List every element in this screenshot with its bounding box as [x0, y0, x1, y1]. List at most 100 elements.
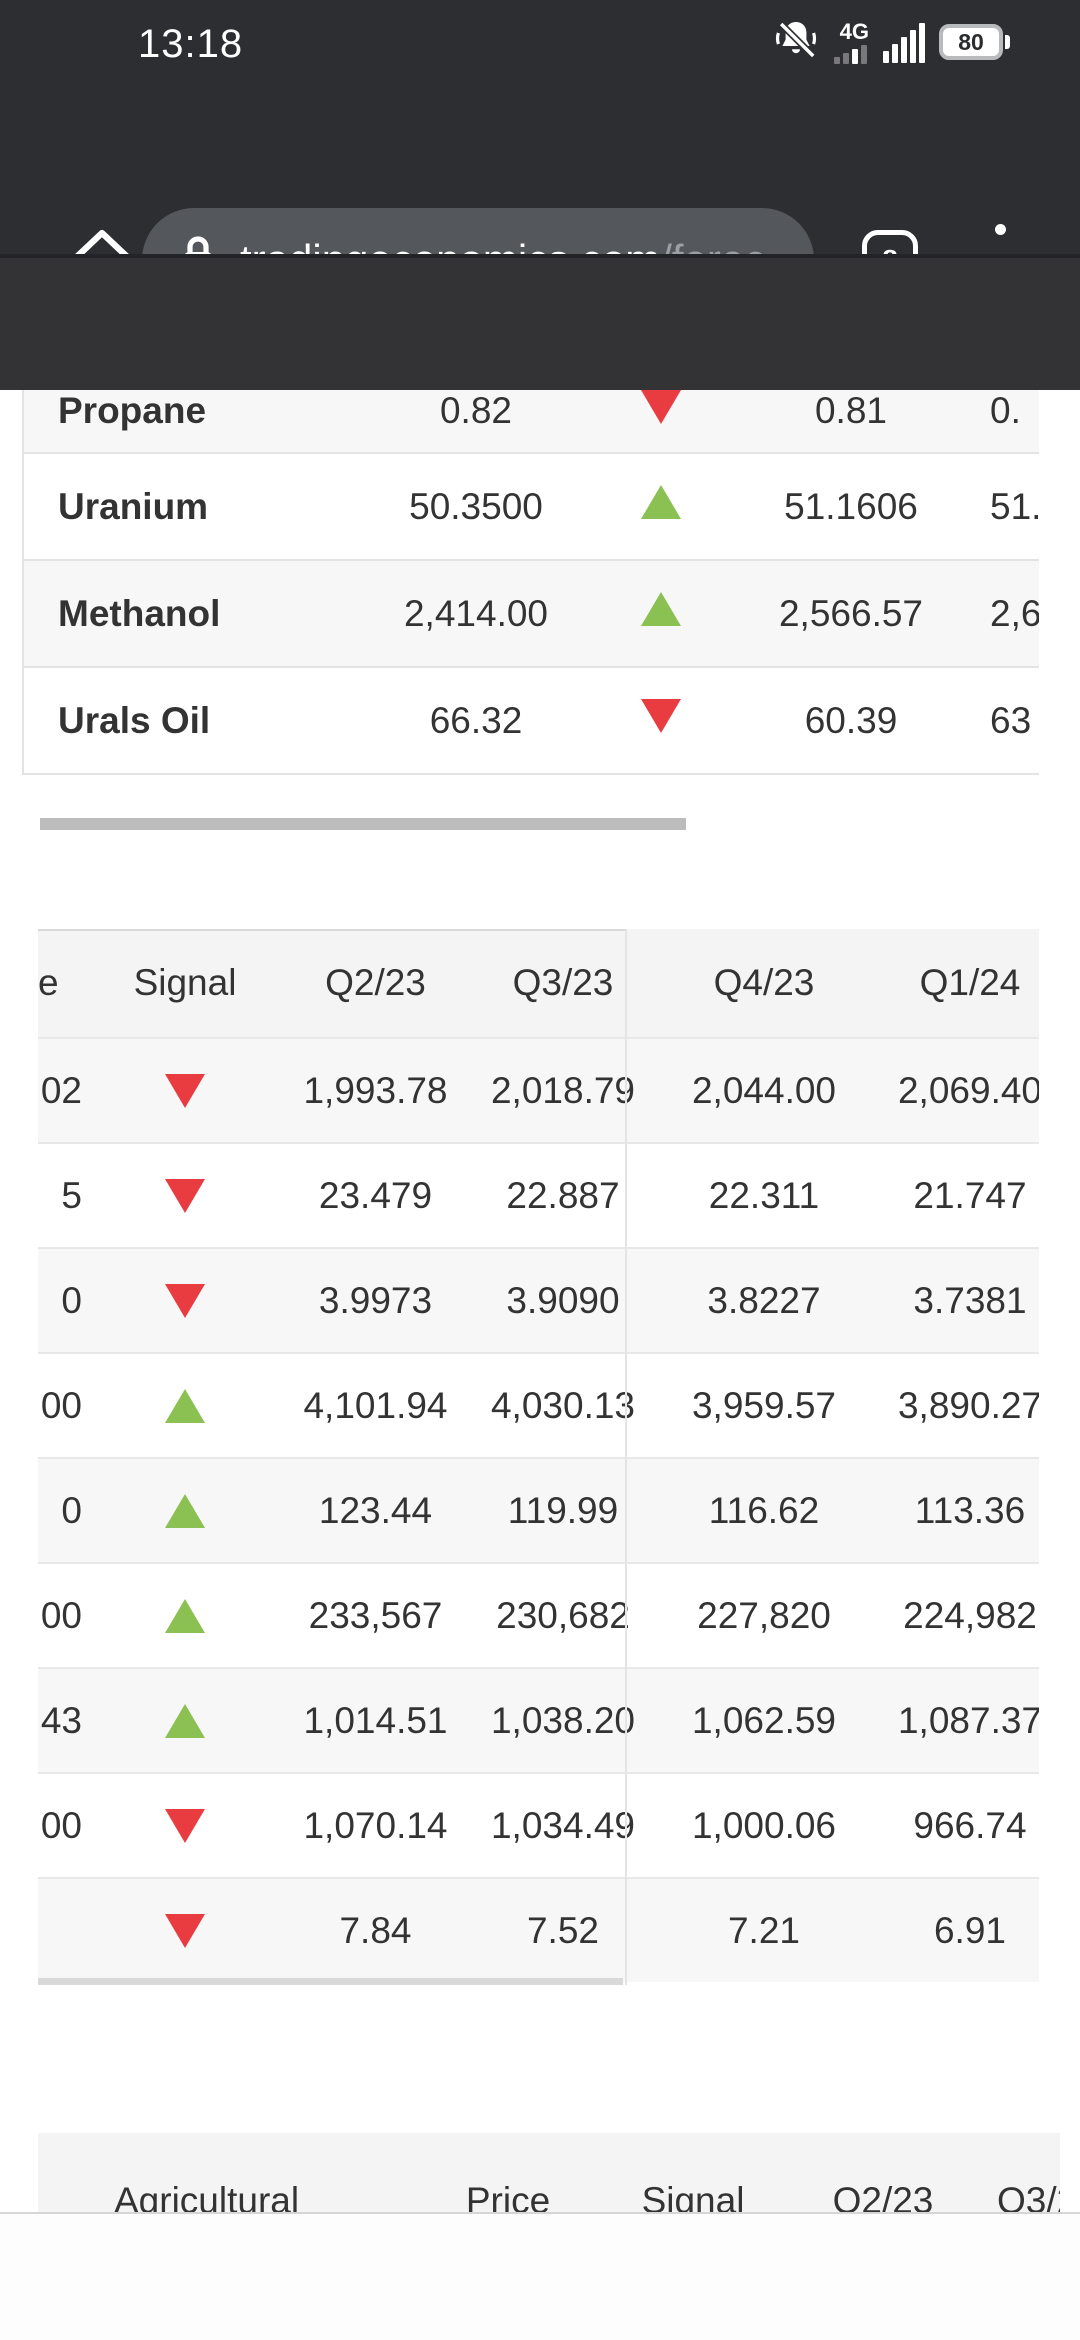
signal-cell	[82, 1178, 288, 1213]
q3-cell: 1,034.49	[490, 1804, 636, 1846]
status-icons: 4G 80	[772, 0, 1010, 84]
q2-cell: 233,567	[308, 1594, 443, 1636]
q3-cell: 1,038.20	[490, 1699, 636, 1741]
signal-cell	[82, 1703, 288, 1738]
battery-icon: 80	[939, 24, 1010, 60]
forecast-row[interactable]: 00 4,101.94 4,030.13 3,959.57 3,890.27	[38, 1352, 1039, 1457]
table-row-propane[interactable]: Propane 0.82 0.81 0.	[24, 390, 1039, 452]
price-cell: 0.82	[439, 390, 512, 431]
q3-23-header: Q3/23	[512, 962, 614, 1003]
signal-cell	[82, 1388, 288, 1423]
forecast-header-row: e Signal Q2/23 Q3/23 Q4/23 Q1/24	[38, 929, 1039, 1037]
status-time: 13:18	[138, 22, 244, 66]
forecast-row[interactable]: 7.84 7.52 7.21 6.91	[38, 1877, 1039, 1982]
commodity-name[interactable]: Propane	[58, 390, 207, 431]
signal-arrow-icon	[641, 390, 681, 424]
forecast-row[interactable]: 00 233,567 230,682 227,820 224,982	[38, 1562, 1039, 1667]
signal-arrow-icon	[641, 592, 681, 626]
q3-cell: 3.9090	[506, 1279, 620, 1321]
price-cell: 66.32	[429, 699, 523, 741]
q4-cell: 3,959.57	[691, 1384, 837, 1426]
site-header: TRADING ECONOMICS	[0, 258, 1080, 628]
price-cell-clipped: 02	[40, 1069, 82, 1111]
price-header-clipped: e	[38, 962, 59, 1003]
q4-cell: 1,000.06	[691, 1804, 837, 1846]
android-nav-bar	[0, 2212, 1080, 2340]
q2-cell: 123.44	[318, 1489, 433, 1531]
q2-23-header: Q2/23	[325, 962, 426, 1003]
q4-cell: 22.311	[708, 1174, 820, 1216]
horizontal-scrollbar[interactable]	[38, 1978, 623, 1985]
toolbar-divider	[0, 254, 1080, 258]
forecast-cell: 60.39	[804, 699, 898, 741]
clipped-cell: 63	[990, 699, 1032, 741]
signal-cell	[82, 1073, 288, 1108]
q2-cell: 1,993.78	[303, 1069, 448, 1111]
q1-cell: 2,069.40	[897, 1069, 1039, 1111]
q1-24-header: Q1/24	[919, 962, 1021, 1003]
signal-cell	[82, 1283, 288, 1318]
signal-arrow-icon	[165, 1178, 205, 1213]
table-row-uranium[interactable]: Uranium 50.3500 51.1606 51.9	[24, 452, 1039, 559]
price-cell-clipped: 5	[61, 1174, 82, 1216]
battery-level: 80	[958, 28, 984, 55]
table-row-urals-oil[interactable]: Urals Oil 66.32 60.39 63	[24, 666, 1039, 773]
sim2-signal-icon	[883, 23, 925, 63]
q3-cell: 4,030.13	[490, 1384, 636, 1426]
forecast-row[interactable]: 43 1,014.51 1,038.20 1,062.59 1,087.37	[38, 1667, 1039, 1772]
forecast-row[interactable]: 5 23.479 22.887 22.311 21.747	[38, 1142, 1039, 1247]
signal-cell	[82, 1493, 288, 1528]
forecast-row[interactable]: 0 3.9973 3.9090 3.8227 3.7381	[38, 1247, 1039, 1352]
q4-cell: 227,820	[697, 1594, 831, 1636]
commodity-name[interactable]: Methanol	[58, 592, 221, 634]
q1-cell: 6.91	[933, 1909, 1006, 1951]
signal-cell	[82, 1808, 288, 1843]
q2-cell: 1,070.14	[303, 1804, 448, 1846]
signal-arrow-icon	[641, 485, 681, 519]
q1-cell: 224,982	[903, 1594, 1037, 1636]
signal-cell	[82, 1598, 288, 1633]
commodity-name[interactable]: Uranium	[58, 485, 209, 527]
signal-cell	[594, 699, 728, 742]
q1-cell: 113.36	[914, 1489, 1026, 1531]
forecast-cell: 2,566.57	[778, 592, 924, 634]
q2-cell: 4,101.94	[303, 1384, 448, 1426]
commodity-name[interactable]: Urals Oil	[58, 699, 211, 741]
price-cell-clipped: 00	[40, 1804, 82, 1846]
q1-cell: 21.747	[913, 1174, 1027, 1216]
q1-cell: 966.74	[913, 1804, 1027, 1846]
signal-arrow-icon	[641, 699, 681, 733]
q2-cell: 3.9973	[318, 1279, 433, 1321]
q1-cell: 3,890.27	[897, 1384, 1039, 1426]
q1-cell: 1,087.37	[897, 1699, 1039, 1741]
table-row-methanol[interactable]: Methanol 2,414.00 2,566.57 2,61	[24, 559, 1039, 666]
q2-cell: 7.84	[339, 1909, 412, 1951]
horizontal-scrollbar[interactable]	[40, 818, 686, 830]
signal-arrow-icon	[165, 1073, 205, 1108]
forecast-row[interactable]: 0 123.44 119.99 116.62 113.36	[38, 1457, 1039, 1562]
price-cell-clipped: 0	[61, 1279, 82, 1321]
q4-23-header: Q4/23	[713, 962, 815, 1003]
signal-cell	[594, 485, 728, 528]
q3-cell: 230,682	[496, 1594, 630, 1636]
signal-arrow-icon	[165, 1913, 205, 1948]
q4-cell: 116.62	[708, 1489, 820, 1531]
signal-arrow-icon	[165, 1283, 205, 1318]
price-cell-clipped: 0	[61, 1489, 82, 1531]
clipped-cell: 51.9	[990, 485, 1039, 527]
signal-cell	[594, 390, 728, 433]
q2-cell: 23.479	[318, 1174, 433, 1216]
q4-cell: 3.8227	[707, 1279, 821, 1321]
signal-arrow-icon	[165, 1703, 205, 1738]
q3-cell: 2,018.79	[490, 1069, 636, 1111]
price-cell-clipped: 00	[40, 1594, 82, 1636]
q4-cell: 1,062.59	[691, 1699, 837, 1741]
signal-arrow-icon	[165, 1808, 205, 1843]
q3-cell: 7.52	[526, 1909, 599, 1951]
q3-cell: 22.887	[506, 1174, 620, 1216]
signal-header: Signal	[133, 962, 237, 1003]
forecast-cell: 0.81	[814, 390, 887, 431]
forecast-row[interactable]: 02 1,993.78 2,018.79 2,044.00 2,069.40	[38, 1037, 1039, 1142]
forecast-row[interactable]: 00 1,070.14 1,034.49 1,000.06 966.74	[38, 1772, 1039, 1877]
column-divider	[625, 929, 627, 1985]
